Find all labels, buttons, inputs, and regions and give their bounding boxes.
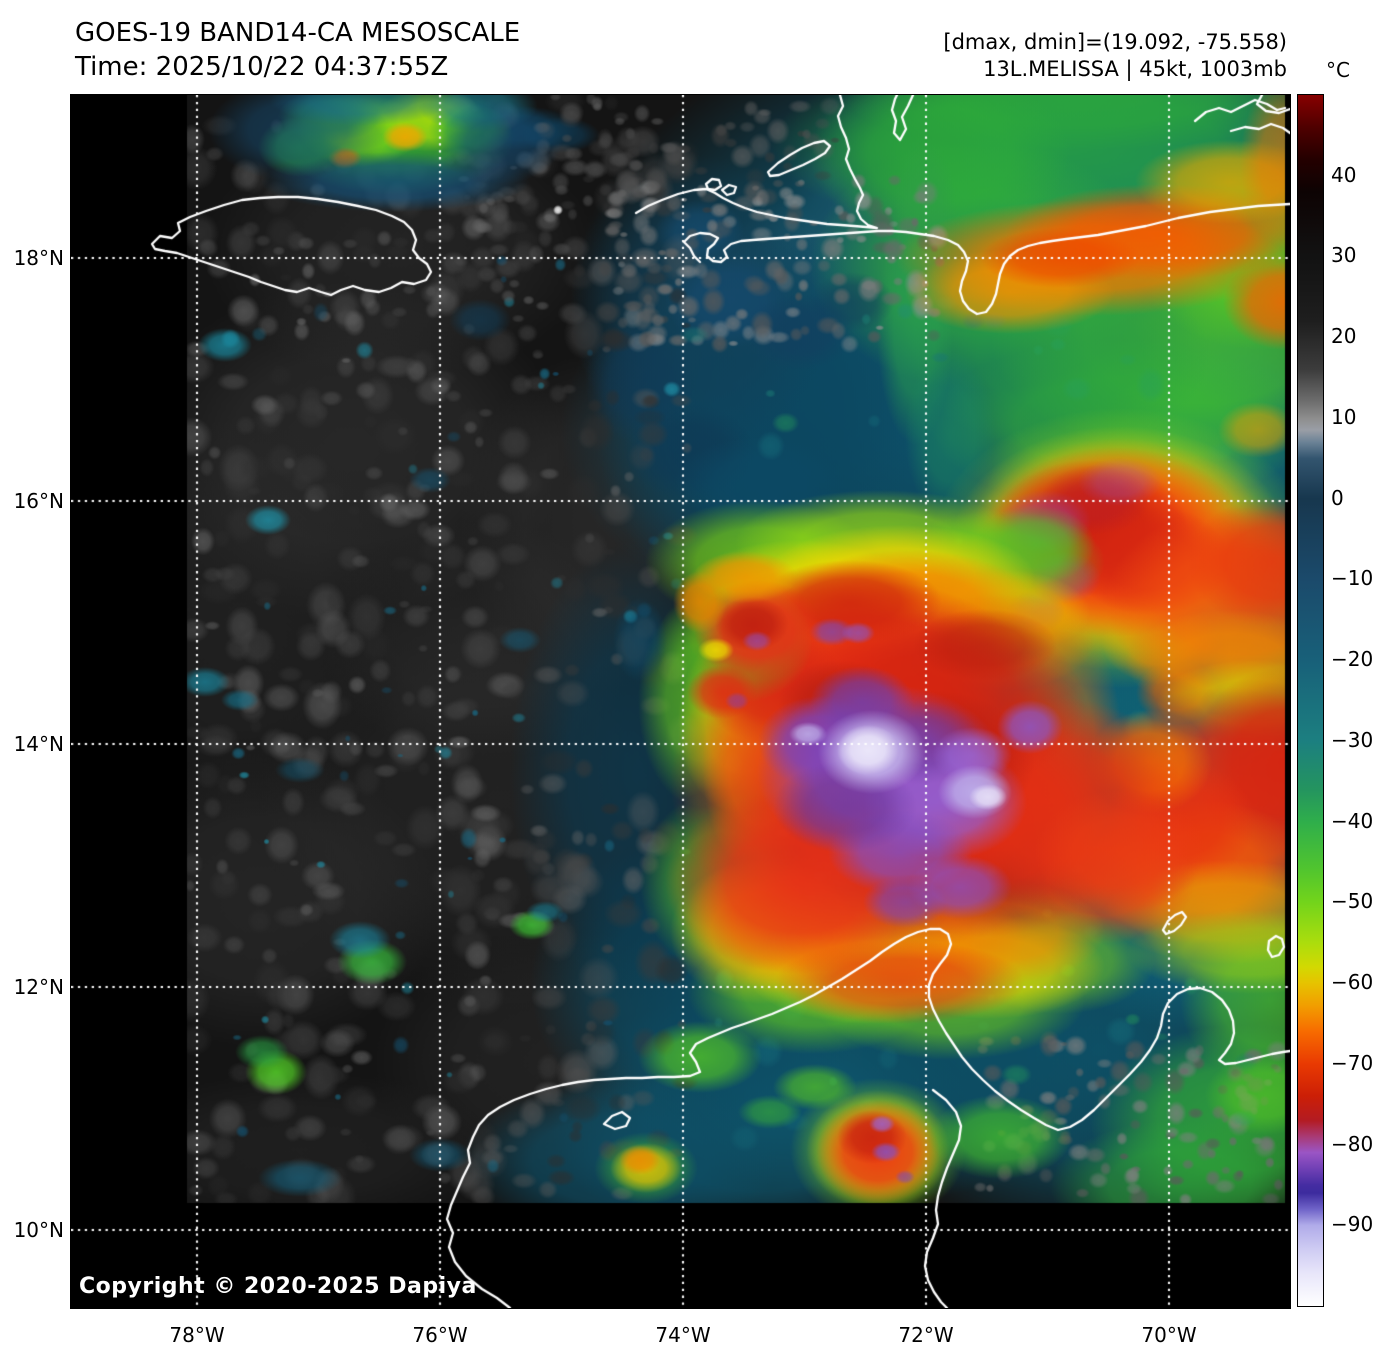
colorbar-tick-label: −90	[1331, 1212, 1374, 1237]
map-plot-area: Copyright © 2020-2025 Dapiya	[70, 94, 1291, 1309]
x-tick-label: 78°W	[169, 1323, 225, 1347]
y-tick-label: 18°N	[13, 246, 64, 270]
colorbar-tick-label: −70	[1331, 1050, 1374, 1075]
page-title: GOES-19 BAND14-CA MESOSCALE	[75, 18, 521, 48]
satellite-canvas	[71, 95, 1290, 1308]
colorbar-tick-label: −40	[1331, 808, 1374, 833]
colorbar-tick-label: −20	[1331, 647, 1374, 672]
colorbar-gradient	[1297, 94, 1324, 1307]
timestamp: Time: 2025/10/22 04:37:55Z	[75, 52, 449, 82]
y-tick-label: 10°N	[13, 1218, 64, 1242]
colorbar-tick-label: 20	[1331, 324, 1357, 349]
y-tick-label: 12°N	[13, 975, 64, 999]
storm-status: 13L.MELISSA | 45kt, 1003mb	[983, 57, 1287, 81]
colorbar-tick-label: −30	[1331, 727, 1374, 752]
colorbar-tick-label: 30	[1331, 243, 1357, 268]
x-tick-label: 74°W	[655, 1323, 711, 1347]
colorbar-tick-label: 0	[1331, 485, 1344, 510]
colorbar-tick-label: −10	[1331, 566, 1374, 591]
copyright-watermark: Copyright © 2020-2025 Dapiya	[79, 1274, 477, 1299]
colorbar-tick-label: −80	[1331, 1131, 1374, 1156]
colorbar-tick-label: −50	[1331, 889, 1374, 914]
y-tick-label: 16°N	[13, 489, 64, 513]
x-tick-label: 72°W	[898, 1323, 954, 1347]
colorbar-tick-label: −60	[1331, 970, 1374, 995]
colorbar-tick-label: 40	[1331, 162, 1357, 187]
colorbar-unit-label: °C	[1326, 58, 1350, 82]
x-tick-label: 70°W	[1141, 1323, 1197, 1347]
x-tick-label: 76°W	[412, 1323, 468, 1347]
colorbar-tick-label: 10	[1331, 404, 1357, 429]
dmax-dmin-readout: [dmax, dmin]=(19.092, -75.558)	[943, 30, 1287, 54]
y-tick-label: 14°N	[13, 732, 64, 756]
